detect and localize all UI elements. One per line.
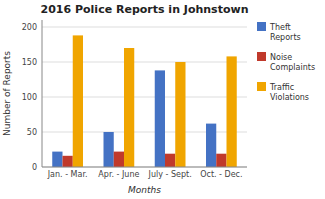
chart-container: 0 50 100 150 200 Jan. - Mar. Apr. - June July -… xyxy=(0,0,325,199)
bar xyxy=(155,70,165,167)
x-tick-label: Oct. - Dec. xyxy=(200,170,242,179)
legend-label-line: Complaints xyxy=(270,63,315,72)
y-tick-label: 100 xyxy=(22,93,37,102)
bar xyxy=(104,132,114,167)
x-axis-label: Months xyxy=(128,185,161,195)
bar xyxy=(175,62,185,167)
legend-swatch xyxy=(257,82,266,91)
legend-label: TheftReports xyxy=(269,23,301,42)
x-tick-label: Jan. - Mar. xyxy=(47,170,88,179)
bar xyxy=(165,154,175,167)
y-tick-label: 0 xyxy=(32,163,37,172)
y-axis-label: Number of Reports xyxy=(2,51,12,136)
legend-label-line: Traffic xyxy=(269,83,294,92)
legend-swatch xyxy=(257,52,266,61)
bar xyxy=(124,48,134,167)
legend-swatch xyxy=(257,22,266,31)
legend-label-line: Violations xyxy=(270,93,309,102)
bar xyxy=(206,124,216,167)
bar xyxy=(114,152,124,167)
x-tick-label: Apr. - June xyxy=(98,170,139,179)
bars xyxy=(52,35,237,167)
y-axis-line xyxy=(42,20,43,167)
title: 2016 Police Reports in Johnstown xyxy=(41,3,249,16)
bar xyxy=(73,35,83,167)
chart-svg: 0 50 100 150 200 Jan. - Mar. Apr. - June July -… xyxy=(0,0,325,199)
legend-label-line: Reports xyxy=(270,33,301,42)
bar xyxy=(52,152,62,167)
legend-label: NoiseComplaints xyxy=(270,53,315,72)
grid-line xyxy=(42,27,247,28)
x-axis-line xyxy=(42,167,247,168)
legend: TheftReports NoiseComplaints TrafficViolat… xyxy=(257,22,315,102)
bar xyxy=(216,154,226,167)
y-tick-label: 200 xyxy=(22,23,37,32)
legend-label-line: Theft xyxy=(269,23,291,32)
y-tick-label: 150 xyxy=(22,58,37,67)
grid-line xyxy=(42,167,247,168)
legend-label: TrafficViolations xyxy=(269,83,309,102)
y-tick-label: 50 xyxy=(27,128,37,137)
bar xyxy=(63,156,73,167)
bar xyxy=(227,56,237,167)
x-tick-label: July - Sept. xyxy=(148,170,192,179)
legend-label-line: Noise xyxy=(270,53,292,62)
